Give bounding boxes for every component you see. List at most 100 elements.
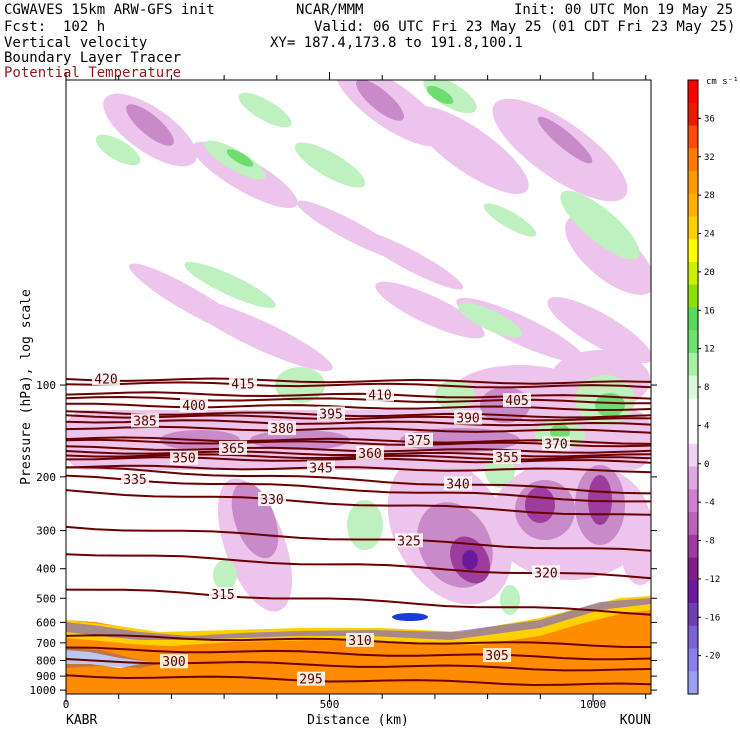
org-label: NCAR/MMM xyxy=(296,2,364,18)
theta-contour-label: 405 xyxy=(505,394,528,409)
model-title: CGWAVES 15km ARW-GFS init xyxy=(4,2,215,18)
colorbar-label: 32 xyxy=(704,153,715,163)
theta-contour-line xyxy=(66,646,651,661)
colorbar-label: -4 xyxy=(704,498,715,508)
y-tick-label: 400 xyxy=(36,563,56,576)
theta-label-bg xyxy=(92,371,120,386)
start-station-label: KABR xyxy=(66,713,97,728)
theta-contour-line xyxy=(66,474,651,503)
theta-contour-label: 375 xyxy=(407,434,430,449)
theta-label-bg xyxy=(493,449,521,464)
colorbar-swatch xyxy=(688,80,698,104)
theta-contour-label: 300 xyxy=(162,655,185,670)
theta-label-bg xyxy=(297,671,325,686)
colorbar-swatch xyxy=(688,512,698,536)
theta-contour-line xyxy=(66,414,651,422)
colorbar-swatch xyxy=(688,216,698,240)
colorbar-swatch xyxy=(688,375,698,399)
cross-section-endpoints: XY= 187.4,173.8 to 191.8,100.1 xyxy=(270,35,523,51)
colorbar-swatch xyxy=(688,534,698,559)
y-tick-label: 600 xyxy=(36,616,56,629)
theta-contour-label: 390 xyxy=(456,411,479,426)
colorbar-label: 28 xyxy=(704,191,715,201)
theta-contour-line xyxy=(66,588,651,616)
theta-label-bg xyxy=(258,492,286,507)
field-potential-temperature: Potential Temperature xyxy=(4,65,182,81)
y-tick-label: 200 xyxy=(36,471,56,484)
theta-contour-line xyxy=(66,425,651,434)
theta-label-bg xyxy=(405,432,433,447)
theta-label-bg xyxy=(160,654,188,669)
theta-contour-label: 305 xyxy=(485,649,508,664)
theta-label-bg xyxy=(532,565,560,580)
theta-label-bg xyxy=(307,460,335,475)
theta-contour-line xyxy=(66,402,651,412)
theta-contour-label: 400 xyxy=(182,399,205,414)
colorbar-label: 24 xyxy=(704,230,715,240)
theta-contour-label: 360 xyxy=(358,447,381,462)
theta-label-bg xyxy=(346,632,374,647)
theta-label-bg xyxy=(229,376,257,391)
theta-contour-line xyxy=(66,464,651,474)
colorbar-swatch xyxy=(688,648,698,672)
x-tick-label: 0 xyxy=(63,698,70,711)
colorbar-swatch xyxy=(688,239,698,263)
y-tick-label: 800 xyxy=(36,655,56,668)
theta-label-bg xyxy=(209,587,237,602)
end-station-label: KOUN xyxy=(620,713,651,728)
theta-contour-label: 415 xyxy=(231,377,254,392)
colorbar-swatch xyxy=(688,489,698,513)
colorbar-label: 16 xyxy=(704,306,715,316)
theta-label-bg xyxy=(219,440,247,455)
colorbar-swatch xyxy=(688,398,698,422)
theta-label-bg xyxy=(180,397,208,412)
theta-contour-line xyxy=(66,381,651,389)
plot-frame xyxy=(65,79,652,695)
theta-contour-label: 370 xyxy=(544,437,567,452)
theta-contour-label: 410 xyxy=(368,388,391,403)
theta-contour-label: 315 xyxy=(211,588,234,603)
colorbar-label: -8 xyxy=(704,537,715,547)
theta-contour-label: 310 xyxy=(348,634,371,649)
theta-label-bg xyxy=(131,413,159,428)
theta-contour-label: 295 xyxy=(299,673,322,688)
theta-contour-line xyxy=(66,466,651,495)
colorbar-swatch xyxy=(688,603,698,627)
theta-label-bg xyxy=(366,387,394,402)
colorbar-swatch xyxy=(688,261,698,286)
y-tick-label: 300 xyxy=(36,525,56,538)
theta-contour-label: 330 xyxy=(260,493,283,508)
theta-contour-label: 395 xyxy=(319,407,342,422)
theta-contour-line xyxy=(66,674,651,687)
theta-label-bg xyxy=(121,471,149,486)
y-tick-label: 900 xyxy=(36,670,56,683)
colorbar-label: 20 xyxy=(704,268,715,278)
y-tick-label: 100 xyxy=(36,379,56,392)
theta-contour-line xyxy=(66,395,651,405)
theta-contour-line xyxy=(66,419,651,427)
colorbar-swatch xyxy=(688,557,698,581)
colorbar-label: 4 xyxy=(704,421,709,431)
colorbar-label: 36 xyxy=(704,114,715,124)
theta-label-bg xyxy=(356,445,384,460)
valid-time: Valid: 06 UTC Fri 23 May 25 (01 CDT Fri … xyxy=(314,19,736,35)
colorbar-label: 12 xyxy=(704,345,715,355)
colorbar-unit: cm s⁻¹ xyxy=(706,77,739,87)
init-time: Init: 00 UTC Mon 19 May 25 xyxy=(514,2,734,18)
colorbar-swatch xyxy=(688,671,698,695)
colorbar-swatch xyxy=(688,125,698,149)
theta-contour-label: 365 xyxy=(221,442,244,457)
y-tick-label: 1000 xyxy=(30,684,57,697)
theta-contour-label: 340 xyxy=(446,477,469,492)
colorbar-swatch xyxy=(688,102,698,126)
theta-contour-label: 420 xyxy=(94,372,117,387)
potential-temperature-labels: 420 415 410 405 400 395 390 385 380 375 370 365 360 3… xyxy=(92,371,570,688)
colorbar-swatch xyxy=(688,170,698,195)
theta-contour-label: 345 xyxy=(309,461,332,476)
theta-contour-label: 380 xyxy=(270,422,293,437)
theta-label-bg xyxy=(503,393,531,408)
vertical-velocity-field xyxy=(66,80,651,694)
colorbar-swatch xyxy=(688,307,698,331)
theta-contour-line xyxy=(66,489,651,516)
